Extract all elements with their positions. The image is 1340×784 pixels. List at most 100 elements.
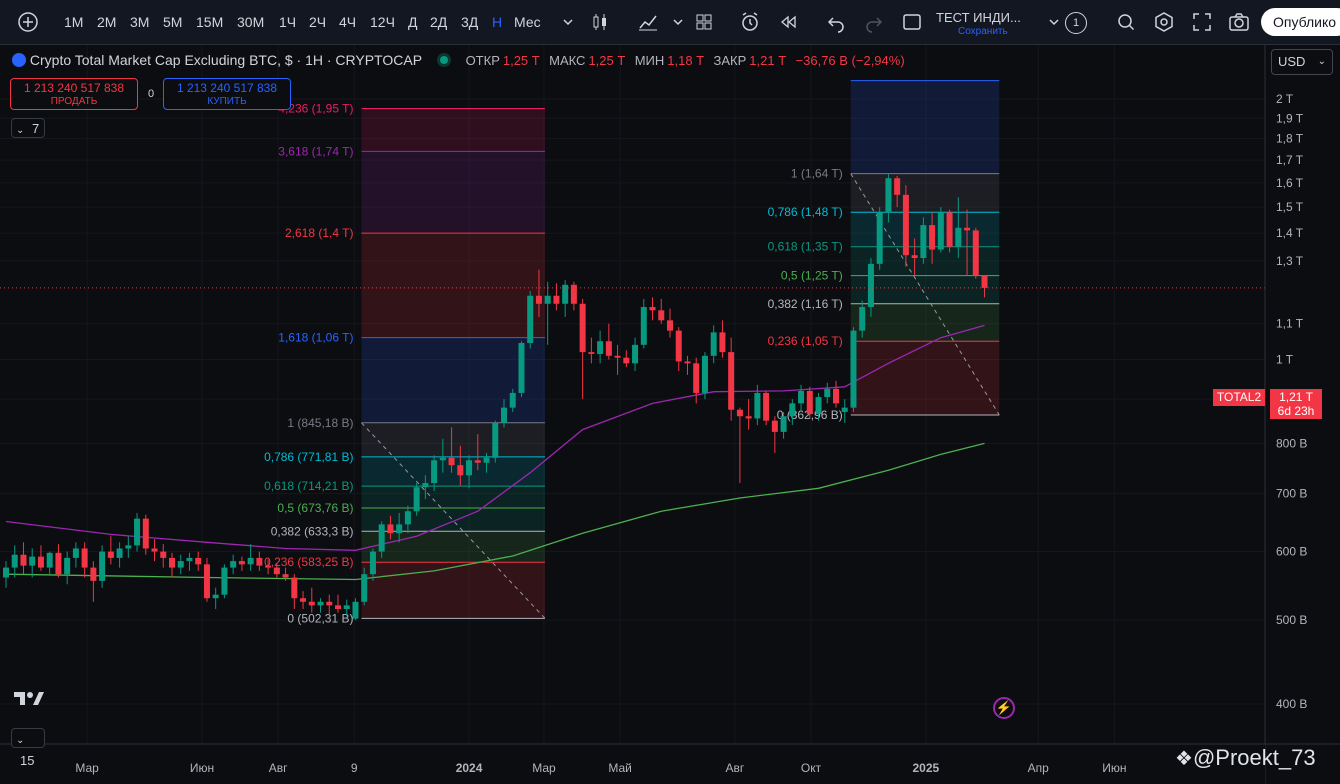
- chevron-down-icon[interactable]: [1042, 10, 1066, 34]
- search-icon[interactable]: [1114, 10, 1138, 34]
- candle-body: [501, 407, 507, 423]
- camera-icon[interactable]: [1227, 10, 1251, 34]
- watermark: ❖@Proekt_73: [1175, 745, 1316, 771]
- timeframe-11[interactable]: 2Д: [430, 14, 448, 30]
- candle-body: [937, 212, 944, 250]
- bottom-panel-toggle[interactable]: ⌄ 15: [11, 728, 45, 768]
- undo-icon[interactable]: [824, 10, 848, 34]
- price-tick-label: 1,8 T: [1276, 132, 1304, 146]
- timeframe-7[interactable]: 2Ч: [309, 14, 327, 30]
- low-label: МИН: [634, 53, 665, 68]
- time-tick-label: Мар: [532, 761, 556, 775]
- layout-icon[interactable]: [900, 10, 924, 34]
- price-chart[interactable]: 0 (502,31 B) 0,236 (583,25 B) 0,382 (633,3…: [0, 45, 1340, 784]
- buy-button[interactable]: 1 213 240 517 838 КУПИТЬ: [163, 78, 291, 110]
- candle-body: [474, 460, 481, 463]
- save-link[interactable]: Сохранить: [958, 26, 1008, 37]
- chart-pane[interactable]: 0 (502,31 B) 0,236 (583,25 B) 0,382 (633,3…: [0, 45, 1340, 784]
- lightning-icon[interactable]: ⚡: [993, 697, 1015, 719]
- layout-title[interactable]: ТЕСТ ИНДИ...: [936, 10, 1021, 25]
- candle-body: [597, 341, 604, 354]
- timeframe-12[interactable]: 3Д: [461, 14, 479, 30]
- timeframe-10[interactable]: Д: [408, 14, 418, 30]
- alerts-count-badge[interactable]: 1: [1065, 12, 1087, 34]
- candle-body: [658, 310, 665, 321]
- candle-body: [964, 227, 971, 231]
- candle-body: [203, 564, 210, 599]
- indicators-count: 7: [32, 121, 40, 136]
- replay-icon[interactable]: [776, 10, 800, 34]
- timeframe-14[interactable]: Мес: [514, 14, 541, 30]
- buy-price: 1 213 240 517 838: [176, 81, 278, 95]
- layouts-icon[interactable]: [692, 10, 716, 34]
- time-tick-label: 2024: [456, 761, 483, 775]
- fib-zone: [850, 341, 1000, 415]
- candle-body: [675, 330, 682, 362]
- candles-icon[interactable]: [588, 10, 612, 34]
- fib-level-label: 0,382 (633,3 B): [271, 524, 354, 538]
- timeframe-6[interactable]: 1Ч: [279, 14, 297, 30]
- candle-body: [701, 355, 708, 393]
- candle-body: [361, 574, 368, 602]
- candle-body: [308, 601, 315, 606]
- fullscreen-icon[interactable]: [1190, 10, 1214, 34]
- fib-level-label: 1 (845,18 B): [287, 416, 353, 430]
- candle-body: [710, 332, 717, 356]
- candle-body: [719, 332, 726, 353]
- fib-level-label: 0,618 (714,21 B): [264, 479, 353, 493]
- candle-body: [483, 457, 490, 463]
- candle-body: [29, 556, 36, 566]
- fib-zone: [850, 173, 1000, 213]
- timeframe-4[interactable]: 15М: [196, 14, 224, 30]
- timeframe-3[interactable]: 5М: [163, 14, 183, 30]
- timeframe-8[interactable]: 4Ч: [339, 14, 357, 30]
- indicators-toggle[interactable]: ⌄ 7: [11, 118, 45, 138]
- symbol-title[interactable]: Crypto Total Market Cap Excluding BTC, $…: [29, 52, 422, 68]
- candle-body: [317, 601, 324, 606]
- add-symbol-icon[interactable]: [16, 10, 40, 34]
- alert-icon[interactable]: [738, 10, 762, 34]
- candle-body: [553, 295, 560, 304]
- time-tick-label: Мар: [75, 761, 99, 775]
- tradingview-logo-icon[interactable]: [14, 690, 44, 713]
- fib-level-label: 0,618 (1,35 T): [768, 240, 843, 254]
- timeframe-1[interactable]: 2М: [97, 14, 117, 30]
- candle-body: [177, 561, 184, 568]
- timeframe-5[interactable]: 30М: [237, 14, 265, 30]
- indicators-icon[interactable]: [636, 10, 660, 34]
- price-tick-label: 1,3 T: [1276, 254, 1304, 268]
- chevron-down-icon: ⌄: [1317, 56, 1326, 67]
- candle-body: [151, 548, 158, 552]
- candle-body: [859, 307, 866, 331]
- time-axis: [0, 744, 1265, 784]
- chart-legend: Crypto Total Market Cap Excluding BTC, $…: [12, 52, 905, 68]
- fib-level-label: 2,618 (1,4 T): [285, 226, 353, 240]
- last-price-label: 1,21 T 6d 23h: [1270, 389, 1322, 419]
- fib-level-label: 0,382 (1,16 T): [768, 297, 843, 311]
- settings-icon[interactable]: [1152, 10, 1176, 34]
- open-label: ОТКР: [465, 53, 500, 68]
- candle-body: [972, 230, 979, 276]
- high-value: 1,25 T: [588, 53, 626, 68]
- timeframe-2[interactable]: 3М: [130, 14, 150, 30]
- currency-select[interactable]: USD ⌄: [1271, 49, 1333, 75]
- candle-body: [649, 307, 656, 311]
- fib-level-label: 0,786 (1,48 T): [768, 205, 843, 219]
- chevron-down-icon[interactable]: [556, 10, 580, 34]
- timeframe-0[interactable]: 1М: [64, 14, 84, 30]
- candle-body: [64, 557, 71, 575]
- timeframe-13[interactable]: Н: [492, 14, 503, 30]
- candle-body: [142, 518, 149, 549]
- fib-level-label: 0,5 (1,25 T): [781, 269, 843, 283]
- candle-body: [745, 416, 752, 419]
- publish-button[interactable]: Опублико: [1261, 8, 1340, 36]
- fib-level-label: 0,786 (771,81 B): [264, 450, 353, 464]
- open-value: 1,25 T: [502, 53, 540, 68]
- chevron-down-icon[interactable]: [666, 10, 690, 34]
- redo-icon[interactable]: [862, 10, 886, 34]
- diamond-logo-icon: ❖: [1175, 748, 1193, 770]
- candle-body: [3, 567, 9, 578]
- sell-button[interactable]: 1 213 240 517 838 ПРОДАТЬ: [10, 78, 138, 110]
- fib-level-label: 3,618 (1,74 T): [278, 144, 353, 158]
- timeframe-9[interactable]: 12Ч: [370, 14, 395, 30]
